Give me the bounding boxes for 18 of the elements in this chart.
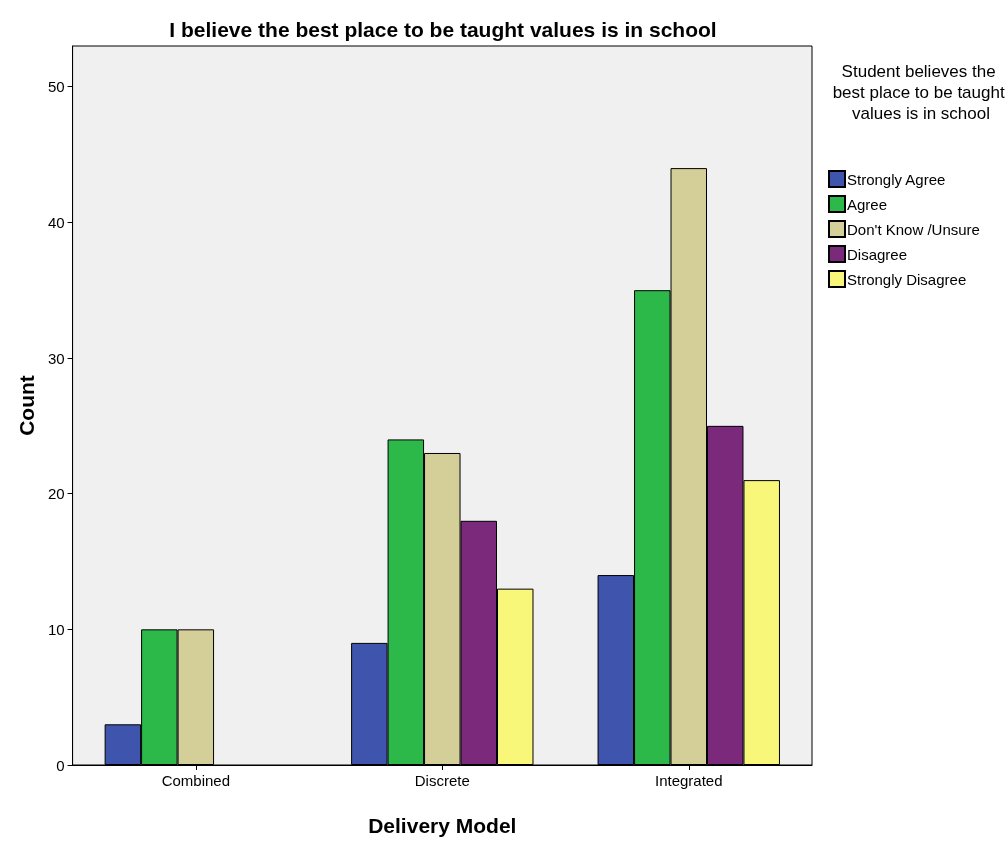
legend-label: Don't Know /Unsure [847, 220, 980, 238]
chart-title: I believe the best place to be taught values is in school [169, 18, 717, 41]
legend-label: Disagree [847, 245, 908, 263]
legend-title: Student believes the best place to be taught values is in school [832, 62, 1008, 123]
y-tick-label: 50 [47, 78, 65, 96]
legend-label: Strongly Agree [847, 170, 946, 188]
legend-label: Agree [847, 195, 888, 213]
y-tick-label: 20 [47, 485, 65, 503]
y-tick-label: 0 [56, 756, 65, 774]
y-tick-label: 10 [47, 620, 65, 638]
x-tick-label: Discrete [414, 772, 470, 789]
y-tick-label: 40 [47, 213, 65, 231]
x-axis-title: Delivery Model [368, 814, 517, 837]
y-tick-label: 30 [47, 349, 65, 367]
x-tick-label: Integrated [654, 772, 723, 789]
legend-label: Strongly Disagree [847, 270, 967, 288]
x-tick-label: Combined [161, 772, 231, 789]
y-axis-title: Count [15, 375, 38, 436]
